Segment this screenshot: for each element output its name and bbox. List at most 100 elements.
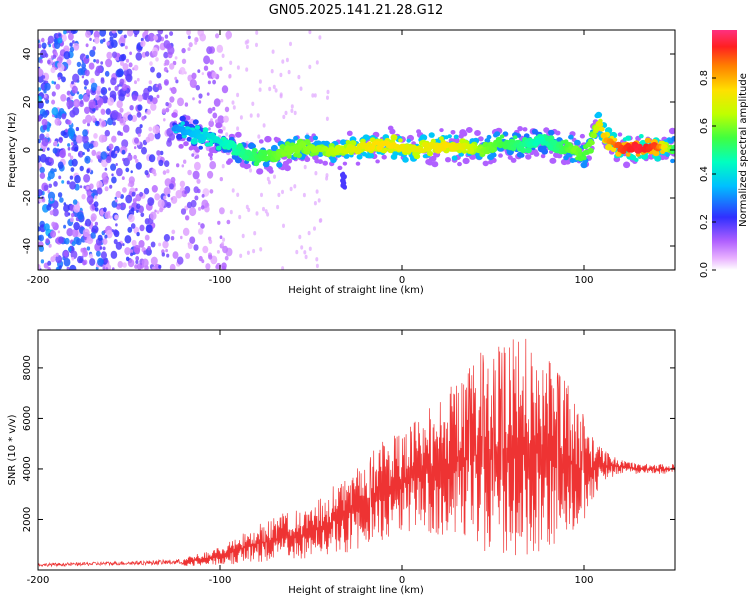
snr-y-ticks: 2000 4000 6000 8000 bbox=[22, 355, 675, 532]
ridge-cell bbox=[192, 119, 199, 125]
noise-blob bbox=[42, 110, 48, 118]
noise-blob bbox=[57, 62, 62, 68]
noise-blob bbox=[258, 79, 262, 84]
ridge-cell bbox=[301, 142, 307, 147]
noise-blob bbox=[129, 51, 133, 56]
noise-blob bbox=[145, 51, 150, 57]
noise-blob bbox=[47, 35, 55, 44]
noise-blob bbox=[121, 176, 125, 181]
noise-blob bbox=[257, 134, 261, 139]
noise-blob bbox=[111, 135, 117, 143]
noise-blob bbox=[100, 151, 108, 160]
noise-blob bbox=[53, 254, 57, 259]
noise-blob bbox=[151, 185, 158, 193]
noise-blob bbox=[87, 122, 90, 127]
noise-blob bbox=[144, 170, 149, 176]
noise-blob bbox=[262, 123, 266, 128]
noise-blob bbox=[148, 154, 156, 163]
noise-blob bbox=[187, 47, 191, 51]
noise-blob bbox=[151, 168, 156, 175]
ridge-cell bbox=[419, 134, 428, 141]
noise-blob bbox=[66, 119, 71, 125]
ridge-cell bbox=[665, 152, 670, 157]
noise-blob bbox=[163, 234, 170, 242]
noise-blob bbox=[219, 235, 223, 239]
noise-blob bbox=[163, 79, 169, 86]
noise-blob bbox=[95, 59, 100, 64]
noise-blob bbox=[133, 30, 140, 36]
noise-blob bbox=[119, 107, 124, 113]
ridge-cell bbox=[341, 180, 345, 186]
ridge-cell bbox=[451, 155, 458, 161]
noise-blob bbox=[71, 80, 74, 85]
noise-blob bbox=[50, 197, 53, 202]
noise-blob bbox=[295, 249, 299, 255]
noise-blob bbox=[174, 56, 178, 60]
noise-blob bbox=[94, 221, 98, 226]
noise-blob bbox=[105, 156, 112, 164]
noise-blob bbox=[156, 210, 160, 215]
ridge-cell bbox=[276, 162, 283, 168]
noise-blob bbox=[158, 264, 162, 269]
noise-blob bbox=[281, 59, 285, 64]
ridge-cell bbox=[262, 161, 270, 168]
ridge-cell bbox=[245, 163, 251, 169]
ridge-cell bbox=[605, 143, 613, 151]
ridge-cell bbox=[439, 136, 444, 141]
ridge-cell bbox=[413, 153, 421, 160]
ridge-cell bbox=[375, 159, 380, 164]
noise-blob bbox=[274, 88, 278, 93]
noise-blob bbox=[114, 85, 119, 91]
noise-blob bbox=[313, 93, 317, 98]
ridge-cell bbox=[258, 139, 264, 144]
ridge-cell bbox=[178, 144, 184, 149]
noise-blob bbox=[122, 203, 126, 208]
ridge-cell bbox=[337, 165, 343, 171]
noise-blob bbox=[84, 155, 91, 164]
noise-blob bbox=[158, 85, 163, 91]
noise-blob bbox=[176, 256, 184, 265]
noise-blob bbox=[57, 37, 63, 44]
ridge-cell bbox=[540, 154, 546, 159]
noise-blob bbox=[123, 34, 127, 39]
noise-blob bbox=[194, 195, 199, 201]
ridge-cell bbox=[549, 157, 557, 164]
noise-blob bbox=[152, 50, 158, 58]
noise-blob bbox=[84, 86, 87, 90]
ridge-cell bbox=[625, 135, 632, 141]
noise-blob bbox=[81, 193, 86, 200]
noise-blob bbox=[141, 116, 146, 121]
noise-blob bbox=[213, 98, 221, 107]
noise-blob bbox=[184, 102, 189, 107]
noise-blob bbox=[111, 176, 117, 184]
ridge-cell bbox=[590, 132, 597, 139]
noise-blob bbox=[115, 150, 118, 154]
noise-blob bbox=[140, 212, 145, 218]
ridge-cell bbox=[555, 130, 561, 136]
noise-blob bbox=[119, 118, 124, 124]
spectrogram-y-label: Frequency (Hz) bbox=[7, 112, 18, 188]
colorbar-ticks: 0.0 0.2 0.4 0.6 0.8 bbox=[699, 70, 716, 278]
noise-blob bbox=[91, 149, 97, 156]
noise-blob bbox=[293, 110, 297, 116]
noise-blob bbox=[69, 175, 74, 180]
noise-blob bbox=[89, 37, 92, 42]
noise-blob bbox=[45, 133, 50, 139]
noise-blob bbox=[65, 128, 68, 133]
noise-blob bbox=[198, 100, 202, 104]
noise-blob bbox=[104, 70, 110, 77]
noise-blob bbox=[83, 79, 89, 86]
noise-blob bbox=[136, 77, 140, 82]
noise-blob bbox=[110, 39, 118, 48]
ridge-cell bbox=[597, 121, 604, 128]
noise-blob bbox=[96, 180, 103, 189]
ridge-cell bbox=[670, 158, 675, 164]
noise-blob bbox=[175, 189, 183, 199]
noise-blob bbox=[193, 186, 199, 194]
noise-blob bbox=[106, 41, 110, 46]
noise-blob bbox=[236, 126, 240, 131]
noise-blob bbox=[210, 118, 213, 122]
noise-blob bbox=[212, 79, 217, 85]
noise-blob bbox=[63, 257, 71, 267]
noise-blob bbox=[139, 124, 143, 129]
